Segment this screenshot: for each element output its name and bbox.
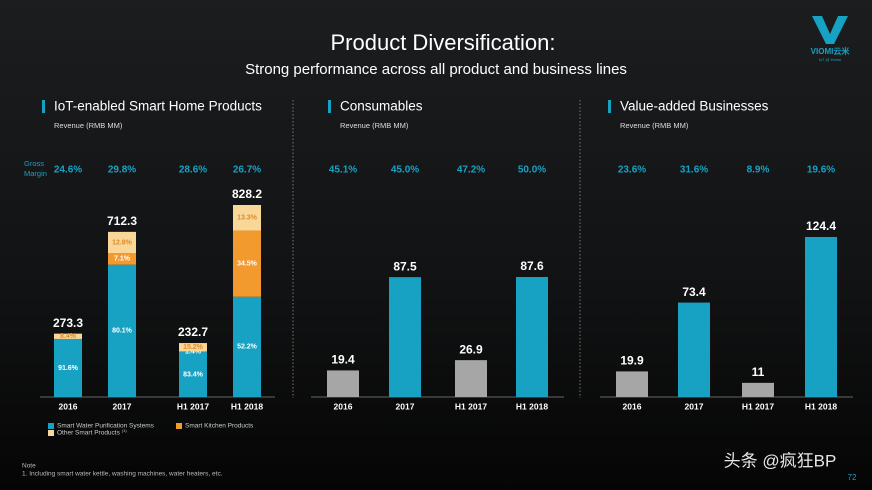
- unit-label: Revenue (RMB MM): [340, 121, 409, 130]
- value-label: 26.9: [459, 342, 483, 356]
- watermark: 头条 @疯狂BP: [724, 451, 837, 470]
- slide-title: Product Diversification:: [331, 30, 556, 55]
- bar-segment: [108, 264, 136, 397]
- value-label: 73.4: [682, 285, 706, 299]
- gross-margin: 8.9%: [747, 165, 770, 176]
- bar-segment: [179, 352, 207, 397]
- legend-label: Smart Water Purification Systems: [57, 423, 155, 430]
- legend-swatch: [176, 423, 182, 429]
- value-label: 87.6: [520, 259, 544, 273]
- x-tick-label: H1 2017: [455, 401, 487, 411]
- page-number: 72: [848, 473, 857, 482]
- segment-label: 12.8%: [112, 239, 133, 246]
- value-label: 19.9: [620, 354, 644, 368]
- bar: [327, 370, 359, 397]
- gross-margin: 31.6%: [680, 165, 708, 176]
- bar: [516, 277, 548, 397]
- segment-label: 8.4%: [60, 333, 77, 340]
- x-tick-label: 2017: [685, 401, 704, 411]
- bar-segment: [233, 230, 261, 297]
- value-label: 19.4: [331, 353, 355, 367]
- value-label: 11: [752, 365, 765, 379]
- segment-label: 34.5%: [237, 260, 258, 267]
- segment-label: 91.6%: [58, 365, 79, 372]
- segment-label: 80.1%: [112, 328, 133, 335]
- total-label: 828.2: [232, 187, 262, 201]
- x-tick-label: 2016: [59, 401, 78, 411]
- legend-note-ref: (1): [122, 428, 128, 433]
- unit-label: Revenue (RMB MM): [54, 121, 123, 130]
- legend-swatch: [48, 430, 54, 436]
- bar-segment: [108, 231, 136, 254]
- bar-segment: [179, 343, 207, 352]
- gross-margin: 45.1%: [329, 165, 357, 176]
- bar-segment: [179, 351, 207, 353]
- slide-subtitle: Strong performance across all product an…: [245, 61, 627, 78]
- chart-title: Value-added Businesses: [620, 99, 769, 114]
- x-tick-label: 2016: [623, 401, 642, 411]
- gross-margin: 28.6%: [179, 165, 207, 176]
- note: 1. Including smart water kettle, washing…: [22, 471, 223, 478]
- logo-mark: [812, 16, 848, 44]
- total-label: 232.7: [178, 325, 208, 339]
- value-label: 124.4: [806, 219, 836, 233]
- x-tick-label: H1 2017: [177, 401, 209, 411]
- gross-margin-title: Gross: [24, 159, 44, 168]
- value-label: 87.5: [393, 259, 417, 273]
- gross-margin: 47.2%: [457, 165, 485, 176]
- gross-margin: 45.0%: [391, 165, 419, 176]
- chart-title: IoT-enabled Smart Home Products: [54, 99, 262, 114]
- unit-label: Revenue (RMB MM): [620, 121, 689, 130]
- gross-margin: 50.0%: [518, 165, 546, 176]
- legend-label: Smart Kitchen Products: [185, 423, 254, 430]
- bar-segment: [54, 333, 82, 339]
- x-tick-label: 2016: [334, 401, 353, 411]
- x-tick-label: 2017: [396, 401, 415, 411]
- gross-margin-title: Margin: [24, 169, 47, 178]
- x-tick-label: H1 2017: [742, 401, 774, 411]
- bar: [678, 302, 710, 397]
- gross-margin: 26.7%: [233, 165, 261, 176]
- legend-swatch: [48, 423, 54, 429]
- segment-label: 15.2%: [183, 344, 204, 351]
- segment-label: 52.2%: [237, 344, 258, 351]
- total-label: 712.3: [107, 214, 137, 228]
- bar: [389, 277, 421, 397]
- bar: [455, 360, 487, 397]
- logo-tagline: IoT @ Home: [819, 57, 842, 62]
- segment-label: 83.4%: [183, 371, 204, 378]
- heading-accent: [42, 100, 45, 113]
- bar: [805, 237, 837, 397]
- x-tick-label: H1 2018: [231, 401, 263, 411]
- segment-label: 13.3%: [237, 215, 258, 222]
- gross-margin: 23.6%: [618, 165, 646, 176]
- total-label: 273.3: [53, 316, 83, 330]
- logo-text: VIOMI云米: [811, 46, 851, 56]
- gross-margin: 24.6%: [54, 165, 82, 176]
- bar-segment: [54, 338, 82, 397]
- x-tick-label: 2017: [113, 401, 132, 411]
- legend-label: Other Smart Products: [57, 430, 121, 437]
- chart-title: Consumables: [340, 99, 423, 114]
- bar-segment: [233, 205, 261, 231]
- segment-label: 7.1%: [114, 256, 131, 263]
- heading-accent: [608, 100, 611, 113]
- bar-segment: [108, 253, 136, 265]
- x-tick-label: H1 2018: [805, 401, 837, 411]
- heading-accent: [328, 100, 331, 113]
- x-tick-label: H1 2018: [516, 401, 548, 411]
- bar-segment: [233, 296, 261, 397]
- bar: [616, 371, 648, 397]
- segment-label: 1.4%: [185, 348, 202, 355]
- note-title: Note: [22, 463, 36, 470]
- gross-margin: 19.6%: [807, 165, 835, 176]
- gross-margin: 29.8%: [108, 165, 136, 176]
- bar: [742, 382, 774, 397]
